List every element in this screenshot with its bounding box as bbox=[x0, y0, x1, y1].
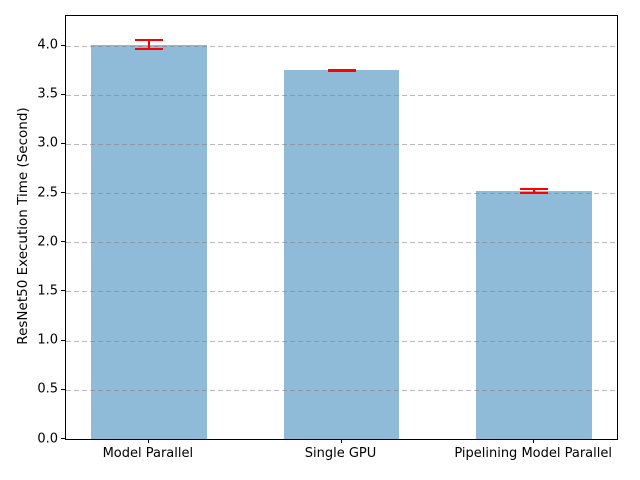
y-tick-mark bbox=[61, 388, 65, 390]
gridline-y-0.5 bbox=[66, 389, 617, 391]
gridline-y-4 bbox=[66, 45, 617, 47]
plot-area bbox=[65, 15, 618, 440]
y-tick-mark bbox=[61, 339, 65, 341]
bar-single-gpu bbox=[283, 70, 400, 439]
bars-layer bbox=[66, 16, 617, 439]
x-tick-mark bbox=[147, 439, 149, 443]
gridline-y-3.5 bbox=[66, 94, 617, 96]
y-tick-label: 1.0 bbox=[37, 332, 58, 348]
y-tick-label: 0.0 bbox=[37, 431, 58, 446]
y-tick-label: 1.5 bbox=[37, 283, 58, 299]
gridline-y-2 bbox=[66, 242, 617, 244]
error-bar-cap-bottom bbox=[327, 69, 356, 72]
y-tick-mark bbox=[61, 142, 65, 144]
y-tick-mark bbox=[61, 93, 65, 95]
x-tick-label-model-parallel: Model Parallel bbox=[102, 446, 194, 461]
error-bar-cap-top bbox=[520, 188, 549, 191]
y-tick-label: 4.0 bbox=[37, 37, 58, 53]
x-tick-label-pipelining-model-parallel: Pipelining Model Parallel bbox=[454, 446, 612, 461]
error-bar-cap-top bbox=[134, 38, 163, 41]
y-tick-mark bbox=[61, 438, 65, 439]
y-tick-label: 3.5 bbox=[37, 86, 58, 102]
bar-pipelining-model-parallel bbox=[476, 191, 592, 439]
y-tick-label: 0.5 bbox=[37, 381, 58, 397]
gridline-y-2.5 bbox=[66, 193, 617, 195]
error-bar-cap-bottom bbox=[520, 192, 549, 195]
y-tick-mark bbox=[61, 44, 65, 46]
error-bar-stem bbox=[147, 39, 150, 50]
y-tick-mark bbox=[61, 192, 65, 194]
x-tick-label-single-gpu: Single GPU bbox=[304, 446, 377, 461]
x-tick-mark bbox=[340, 439, 342, 443]
bar-model-parallel bbox=[91, 44, 207, 439]
y-tick-label: 2.5 bbox=[37, 185, 58, 201]
error-bar-cap-bottom bbox=[134, 48, 163, 51]
error-bars-layer bbox=[66, 16, 617, 439]
error-bar-stem bbox=[533, 189, 536, 194]
y-tick-mark bbox=[61, 241, 65, 243]
x-tick-mark bbox=[533, 439, 535, 443]
y-tick-mark bbox=[61, 290, 65, 292]
y-tick-label: 2.0 bbox=[37, 234, 58, 250]
gridline-y-1 bbox=[66, 340, 617, 342]
gridline-y-1.5 bbox=[66, 291, 617, 293]
y-tick-label: 3.0 bbox=[37, 135, 58, 151]
gridline-y-3 bbox=[66, 143, 617, 145]
